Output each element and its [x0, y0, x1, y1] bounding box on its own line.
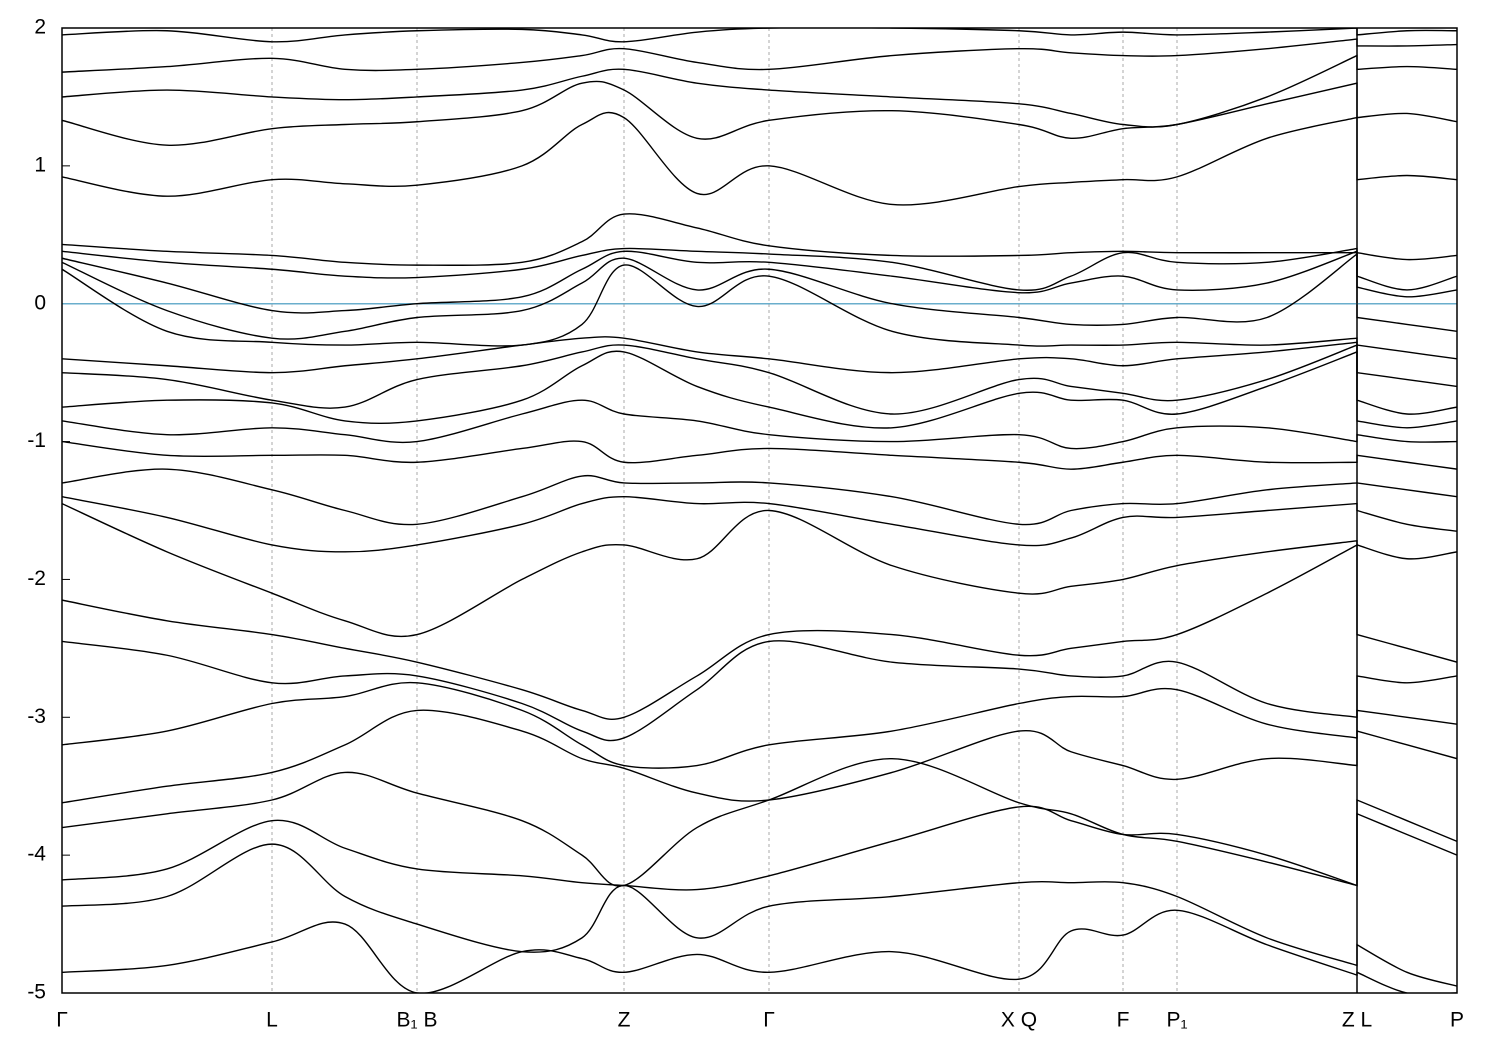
band-line: [62, 909, 1457, 993]
band-line: [62, 336, 1457, 388]
band-line: [62, 440, 1457, 470]
x-tick-label: X Q: [1001, 1009, 1037, 1032]
y-tick-label: 0: [34, 291, 46, 314]
x-tick-label: F: [1117, 1009, 1130, 1032]
band-line: [62, 264, 1457, 360]
plot-frame: [61, 27, 1458, 994]
band-line: [62, 344, 1457, 415]
y-tick-label: -3: [27, 705, 46, 728]
band-line: [62, 640, 1457, 742]
band-line: [62, 681, 1457, 769]
band-line: [62, 399, 1457, 450]
y-tick-label: -4: [27, 843, 46, 866]
y-tick-label: 1: [34, 153, 46, 176]
band-line: [62, 80, 1457, 146]
band-line: [62, 111, 1457, 206]
x-tick-label: L: [266, 1009, 278, 1032]
band-line: [62, 757, 1457, 887]
band-line: [62, 54, 1457, 128]
band-line: [62, 350, 1457, 429]
x-tick-label: Γ: [56, 1009, 68, 1032]
band-line: [62, 247, 1457, 291]
band-line: [62, 543, 1457, 720]
y-tick-label: -5: [27, 981, 46, 1004]
x-tick-label: Z: [618, 1009, 631, 1032]
band-line: [62, 38, 1457, 73]
tick-labels: 2 1 0 -1 -2 -3 -4 -5 Γ L B₁ B Z Γ X Q F P₁ Z L P: [27, 16, 1464, 1032]
x-tick-label: Z L: [1342, 1009, 1372, 1032]
bands: [62, 28, 1457, 993]
y-tick-label: 2: [34, 16, 46, 39]
x-tick-label: P₁: [1166, 1009, 1187, 1032]
band-line: [62, 250, 1457, 314]
band-line: [62, 468, 1457, 526]
band-line: [62, 252, 1457, 340]
x-tick-label: B₁ B: [397, 1009, 438, 1032]
band-line: [62, 496, 1457, 553]
band-line: [62, 805, 1457, 891]
band-line: [62, 28, 1457, 43]
band-line: [62, 213, 1457, 266]
y-tick-label: -2: [27, 567, 46, 590]
x-tick-label: P: [1450, 1009, 1464, 1032]
band-line: [62, 843, 1457, 987]
x-tick-label: Γ: [763, 1009, 775, 1032]
y-tick-label: -1: [27, 429, 46, 452]
band-line: [62, 502, 1457, 638]
